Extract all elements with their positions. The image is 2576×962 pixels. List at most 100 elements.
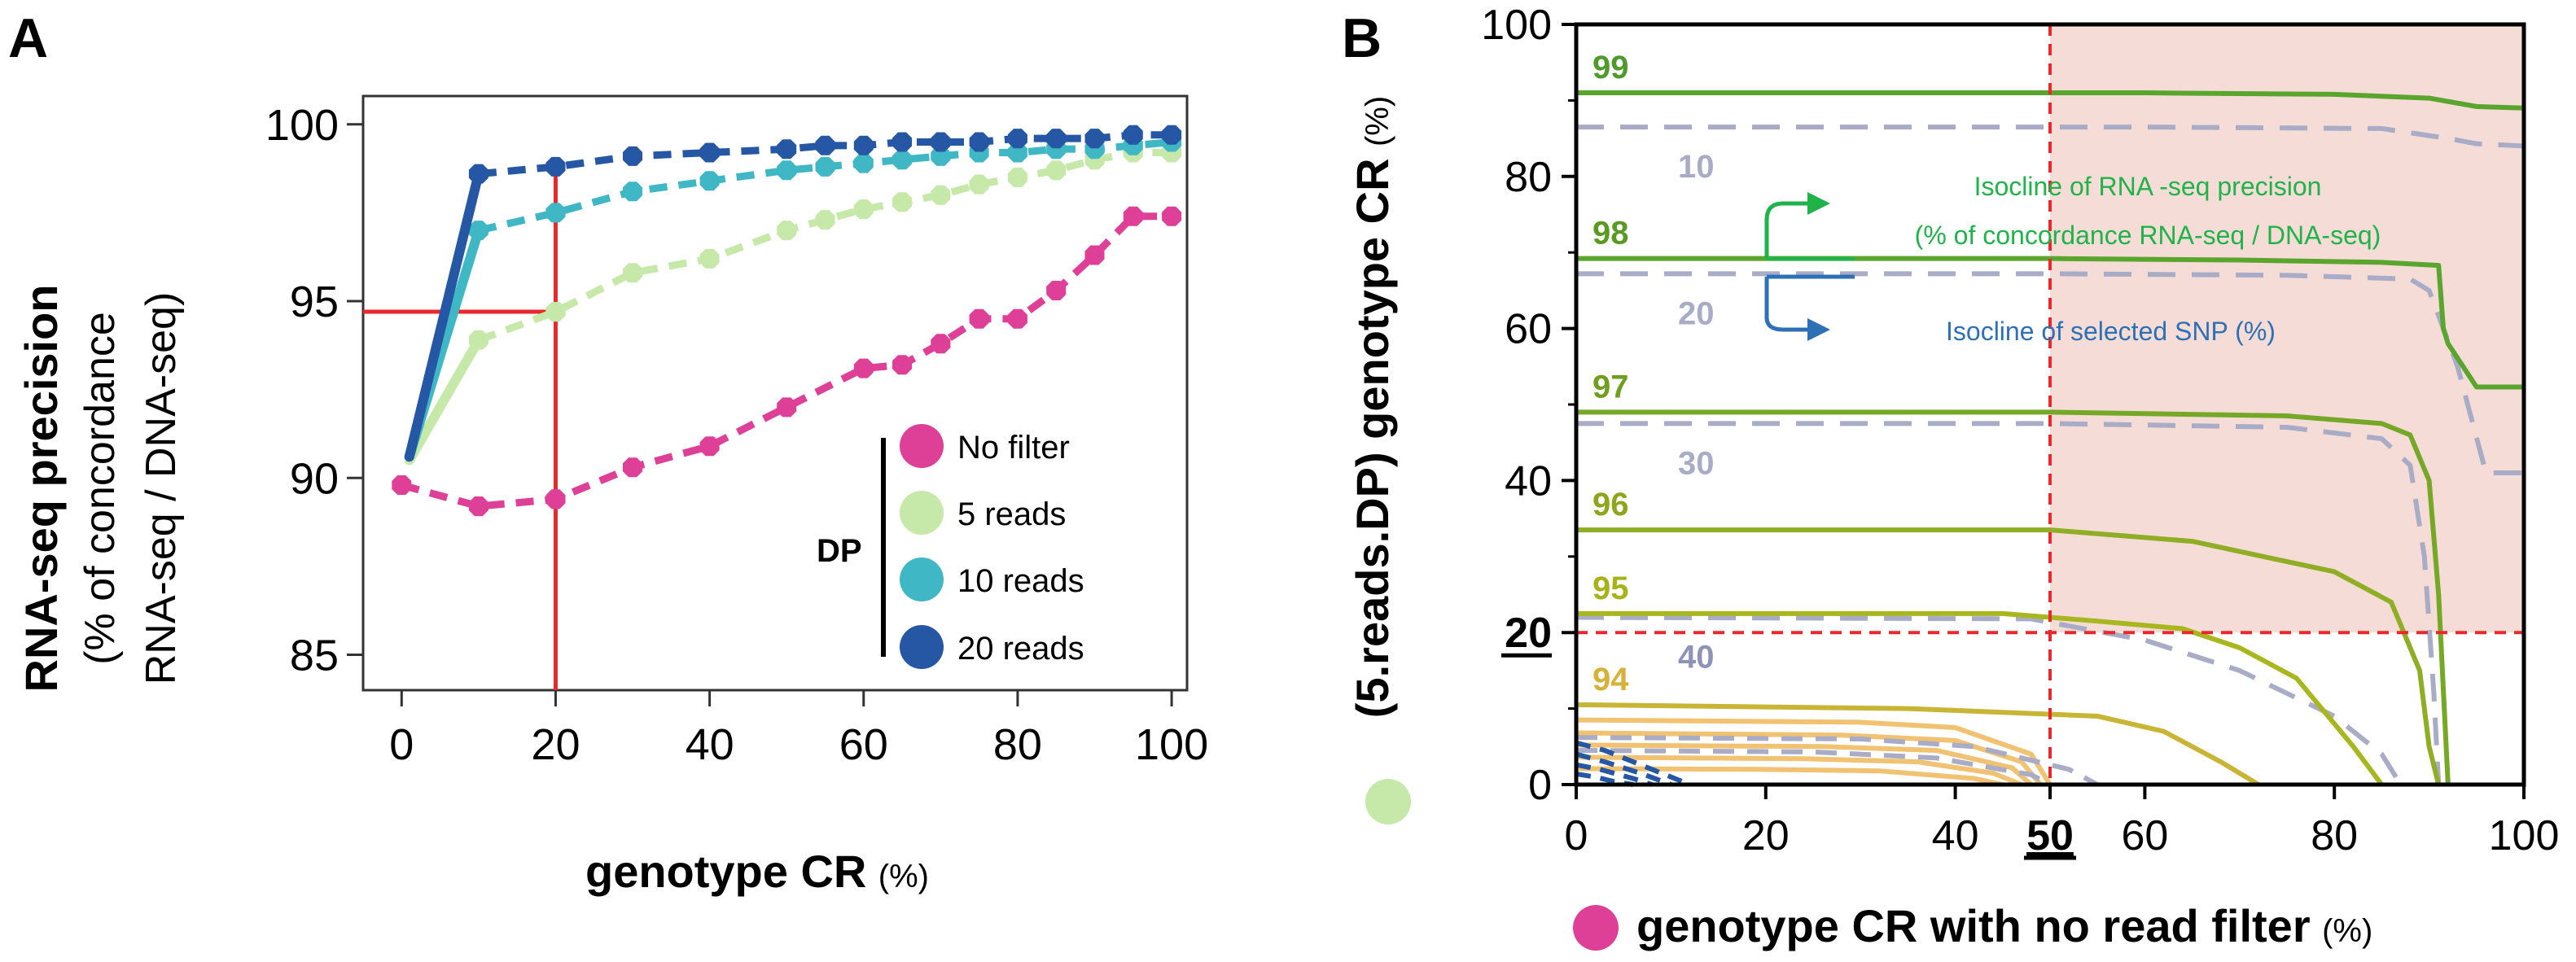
b-snp-isocline-label: 40 <box>1678 640 1715 676</box>
data-point-reads20 <box>892 132 913 152</box>
data-point-reads20 <box>699 142 720 163</box>
series-segment-reads20 <box>404 168 484 462</box>
b-ylabel-unit: (%) <box>1360 96 1395 146</box>
precision-isocline-arrow <box>1764 201 1807 259</box>
data-point-reads10 <box>815 156 835 177</box>
a-xtick-label: 80 <box>993 720 1042 769</box>
b-ytick-label: 20 <box>1505 610 1552 657</box>
b-xtick-label: 80 <box>2311 812 2358 859</box>
data-point-reads5 <box>1007 167 1027 187</box>
b-precision-isocline-98 <box>1576 256 2524 390</box>
a-ytick-label: 85 <box>290 632 339 680</box>
b-xtick-label: 100 <box>2489 812 2560 859</box>
b-gray-curve <box>1575 735 2099 787</box>
data-point-reads20 <box>1123 125 1143 145</box>
b-precision-isocline-94 <box>1575 702 2260 787</box>
legend-label-reads20: 20 reads <box>957 631 1084 667</box>
data-point-no_filter <box>931 334 951 354</box>
data-point-reads10 <box>699 171 720 191</box>
a-xlabel-unit: (%) <box>878 859 929 894</box>
a-ylabel-main: RNA-seq precision <box>15 285 67 693</box>
legend-marker-reads5 <box>900 491 944 535</box>
b-precision-isocline-label: 97 <box>1592 369 1629 404</box>
data-point-reads10 <box>468 221 488 241</box>
a-axis-ticks: 0 20 40 60 80 100 85 90 95 100 <box>265 101 1208 769</box>
precision-arrowhead-icon <box>1807 192 1830 215</box>
b-precision-isocline-97 <box>1576 409 2451 785</box>
a-legend: DP No filter 5 reads 10 reads 20 reads <box>817 424 1084 669</box>
data-point-no_filter <box>468 496 488 517</box>
b-isocline-legend: Isocline of RNA -seq precision (% of con… <box>1764 172 2381 346</box>
b-precision-isocline-label: 96 <box>1592 487 1629 523</box>
b-precision-isocline-label: 95 <box>1592 571 1629 606</box>
a-series-layer <box>392 125 1182 517</box>
b-precision-isocline-96 <box>1576 527 2442 785</box>
data-point-reads5 <box>777 221 797 241</box>
data-point-reads5 <box>969 174 989 195</box>
b-orange-curve <box>1575 730 2043 786</box>
data-point-reads20 <box>931 132 951 152</box>
data-point-reads20 <box>623 146 642 166</box>
b-gray-curve <box>1575 747 2052 787</box>
b-ytick-label: 100 <box>1481 2 1552 49</box>
legend-title: DP <box>817 533 862 569</box>
b-ytick-label: 0 <box>1528 762 1552 809</box>
data-point-no_filter <box>545 489 566 509</box>
a-ytick-label: 95 <box>290 278 339 326</box>
b-snp-isocline-40 <box>1575 614 2403 786</box>
a-plot-frame <box>361 94 1189 692</box>
snp-arrowhead-icon <box>1807 318 1830 341</box>
a-ylabel-sub1: (% of concordance <box>77 312 124 665</box>
data-point-reads20 <box>777 139 797 160</box>
legend-label-reads5: 5 reads <box>957 496 1066 532</box>
legend-label-no_filter: No filter <box>957 430 1070 466</box>
b-ylabel-marker-5reads <box>1365 779 1411 824</box>
data-point-reads10 <box>853 153 874 173</box>
panel-b-label: B <box>1342 7 1382 69</box>
series-line-reads10 <box>477 138 1172 234</box>
data-point-reads5 <box>468 330 488 350</box>
b-precision-isocline-95 <box>1576 610 2384 786</box>
data-point-reads5 <box>545 302 566 322</box>
a-xtick-label: 40 <box>686 720 734 769</box>
data-point-reads20 <box>1084 129 1105 149</box>
a-xlabel: genotype CR (%) <box>585 846 929 897</box>
b-blue-curve <box>1575 740 1691 787</box>
snp-legend: Isocline of selected SNP (%) <box>1946 317 2276 346</box>
snp-isocline-arrow <box>1764 277 1807 332</box>
data-point-reads5 <box>1046 160 1067 181</box>
b-blue-curve <box>1575 771 1634 787</box>
precision-legend-line1: Isocline of RNA -seq precision <box>1974 172 2322 201</box>
data-point-no_filter <box>969 308 989 329</box>
data-point-no_filter <box>623 457 642 478</box>
data-point-reads5 <box>623 263 642 283</box>
data-point-reads5 <box>815 210 835 230</box>
legend-marker-reads10 <box>900 558 944 601</box>
panel-a: A RNA-seq precision (% of concordance RN… <box>8 7 1208 897</box>
legend-label-reads10: 10 reads <box>957 563 1084 599</box>
data-point-no_filter <box>1007 308 1027 329</box>
data-point-reads10 <box>777 160 797 181</box>
b-ylabel-main: (5.reads.DP) genotype CR <box>1347 158 1398 718</box>
data-point-reads20 <box>1007 129 1027 149</box>
b-xtick-label: 20 <box>1742 812 1790 859</box>
b-orange-curve <box>1575 766 2004 787</box>
series-segment-reads5 <box>404 335 484 466</box>
data-point-reads10 <box>1007 142 1027 163</box>
b-ytick-label: 40 <box>1505 457 1552 505</box>
b-snp-isocline-label: 30 <box>1678 445 1715 481</box>
panel-a-label: A <box>8 7 48 69</box>
data-point-reads10 <box>892 150 913 170</box>
b-ytick-label: 80 <box>1505 154 1552 201</box>
data-point-reads10 <box>931 146 951 166</box>
legend-items: No filter 5 reads 10 reads 20 reads <box>900 424 1084 669</box>
b-precision-isocline-label: 99 <box>1592 50 1629 85</box>
data-point-no_filter <box>1084 245 1105 265</box>
data-point-no_filter <box>1162 206 1182 226</box>
data-point-no_filter <box>1046 281 1067 300</box>
data-point-reads5 <box>931 185 951 205</box>
a-xlabel-main: genotype CR <box>585 846 866 897</box>
data-point-reads20 <box>468 164 488 184</box>
b-precision-isocline-label: 98 <box>1592 216 1629 251</box>
